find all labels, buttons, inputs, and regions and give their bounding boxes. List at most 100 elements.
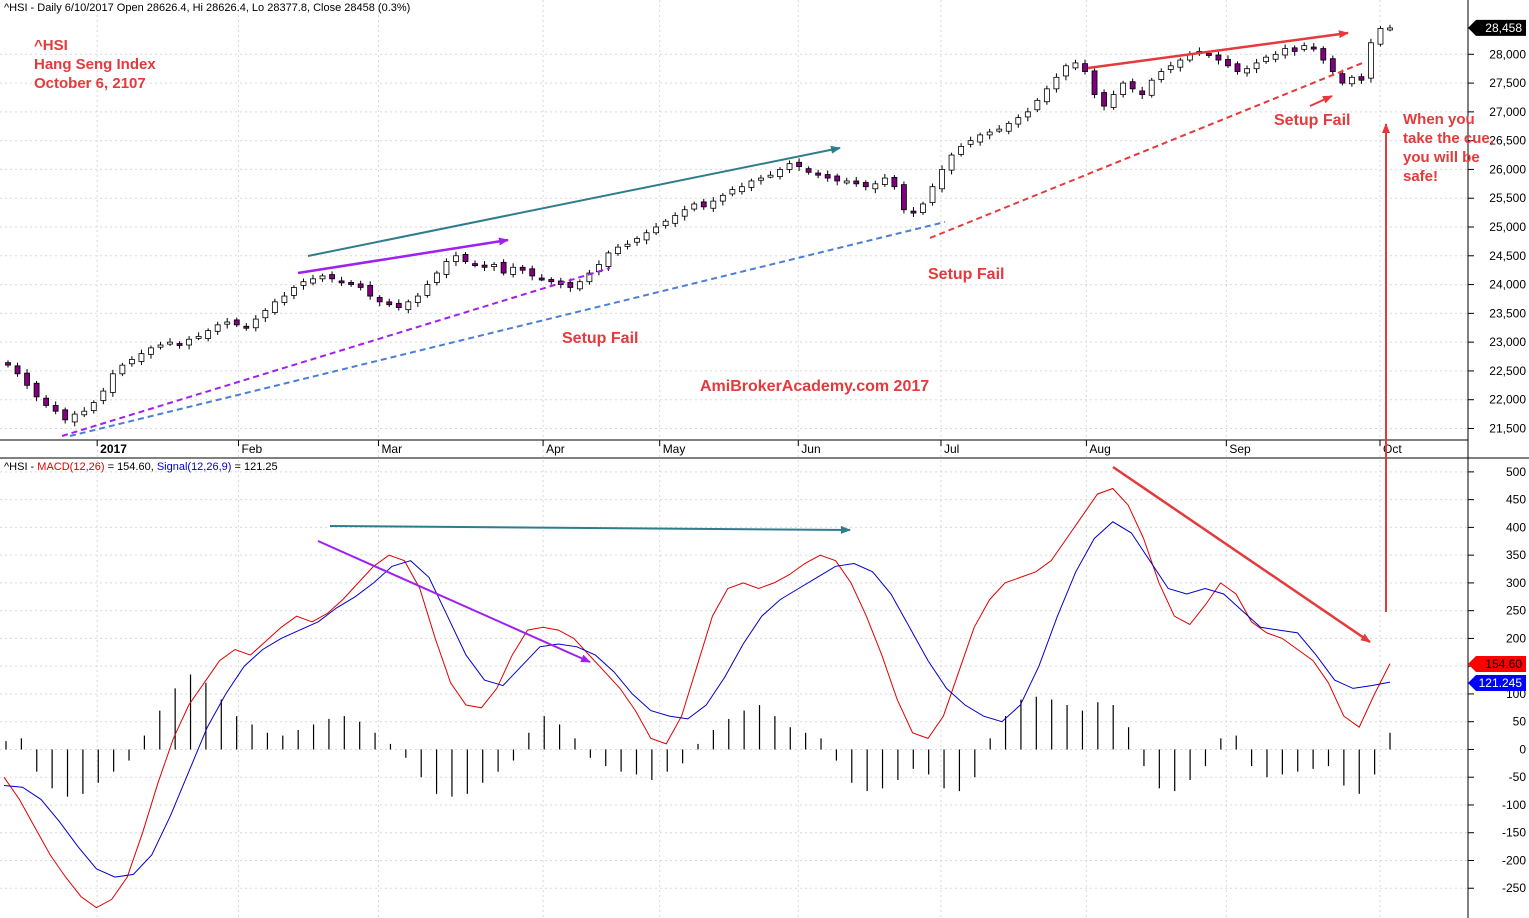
last-value-labels: 28,458 154.60 121.245 bbox=[1468, 19, 1526, 691]
price-panel-header: ^HSI - Daily 6/10/2017 Open 28626.4, Hi … bbox=[4, 2, 411, 14]
signal-last-tag: 121.245 bbox=[1468, 675, 1526, 691]
trend-drawings bbox=[61, 30, 1390, 663]
candle-body bbox=[986, 131, 993, 136]
macd-last-tag-text: 154.60 bbox=[1485, 657, 1522, 671]
candle-body bbox=[1310, 46, 1317, 50]
candle-body bbox=[214, 324, 221, 332]
candle-body bbox=[1167, 65, 1174, 70]
macd-panel-header: ^HSI - MACD(12,26) = 154.60, Signal(12,2… bbox=[4, 461, 278, 473]
price-candles bbox=[5, 24, 1393, 427]
title-date: October 6, 2107 bbox=[34, 75, 146, 92]
watermark: AmiBrokerAcademy.com 2017 bbox=[700, 378, 930, 395]
candle-body bbox=[634, 238, 640, 243]
candle-body bbox=[443, 261, 450, 275]
candle-body bbox=[224, 321, 231, 325]
candle-body bbox=[1015, 117, 1022, 125]
macd-lines bbox=[3, 487, 1391, 909]
candle-body bbox=[758, 177, 764, 181]
setup-fail-label-2: Setup Fail bbox=[928, 266, 1005, 283]
red-trend-arrow-macd bbox=[1112, 465, 1371, 644]
candle-body bbox=[338, 280, 345, 284]
signal-last-tag-shape bbox=[1468, 675, 1526, 691]
candle-body bbox=[920, 203, 926, 214]
macd-tick-label: -50 bbox=[1509, 770, 1527, 784]
price-tick-label: 24,500 bbox=[1489, 249, 1526, 263]
candle-body bbox=[1244, 68, 1250, 74]
candle-body bbox=[519, 266, 526, 271]
red-trend-arrow-price bbox=[1087, 30, 1349, 70]
macd-tick-label: -100 bbox=[1502, 798, 1526, 812]
macd-tick-label: -250 bbox=[1502, 881, 1526, 895]
x-tick-label: May bbox=[663, 442, 686, 456]
candle-body bbox=[1272, 53, 1279, 60]
title-name: Hang Seng Index bbox=[34, 56, 156, 73]
candle-body bbox=[195, 335, 202, 339]
candle-body bbox=[1387, 27, 1393, 31]
candle-body bbox=[148, 347, 154, 355]
candle-body bbox=[748, 180, 755, 188]
candle-body bbox=[605, 252, 612, 267]
candle-body bbox=[662, 220, 669, 227]
purple-trend-arrow-macd bbox=[317, 540, 591, 663]
price-tick-label: 28,000 bbox=[1489, 47, 1526, 61]
candle-body bbox=[1091, 70, 1098, 95]
candle-body bbox=[1348, 76, 1355, 85]
title-block: ^HSI Hang Seng Index October 6, 2107 bbox=[34, 36, 156, 93]
cue-note-line-3: you will be bbox=[1403, 149, 1480, 166]
candle-body bbox=[186, 338, 192, 346]
candle-body bbox=[1377, 27, 1384, 45]
price-tick-label: 23,000 bbox=[1489, 335, 1526, 349]
candle-body bbox=[43, 397, 50, 406]
last-price-tag-shape bbox=[1468, 19, 1526, 36]
candle-body bbox=[376, 297, 383, 303]
candle-body bbox=[958, 146, 965, 155]
price-tick-label: 22,000 bbox=[1489, 393, 1526, 407]
candle-body bbox=[1206, 53, 1212, 56]
candle-body bbox=[910, 210, 917, 214]
macd-last-tag: 154.60 bbox=[1468, 656, 1526, 672]
candle-body bbox=[433, 272, 440, 283]
candle-body bbox=[929, 186, 936, 203]
candle-body bbox=[1043, 88, 1050, 103]
candle-body bbox=[300, 281, 307, 286]
candle-body bbox=[453, 255, 459, 262]
x-tick-label: Apr bbox=[546, 442, 565, 456]
candle-body bbox=[881, 177, 888, 185]
macd-tick-label: 50 bbox=[1513, 715, 1527, 729]
candle-body bbox=[491, 264, 497, 268]
setup-fail-pointer bbox=[1309, 95, 1333, 107]
candle-body bbox=[1291, 47, 1298, 52]
signal-header-label: Signal(12,26,9) bbox=[156, 461, 232, 473]
blue-dashed-support bbox=[69, 221, 946, 437]
candle-body bbox=[815, 172, 822, 176]
candle-body bbox=[1082, 63, 1088, 72]
candle-body bbox=[977, 134, 984, 143]
candle-body bbox=[710, 200, 717, 209]
candle-body bbox=[329, 274, 335, 280]
macd-header-value: = 154.60, bbox=[104, 461, 157, 473]
macd-tick-label: 300 bbox=[1506, 576, 1526, 590]
candle-body bbox=[262, 310, 269, 319]
last-price-tag-text: 28,458 bbox=[1485, 21, 1522, 35]
candle-body bbox=[586, 272, 593, 283]
candle-body bbox=[738, 186, 745, 193]
candle-body bbox=[424, 284, 431, 296]
candle-body bbox=[1234, 63, 1241, 72]
price-y-axis: 21,500 22,000 22,500 23,000 23,500 24,000 24,5… bbox=[1468, 47, 1526, 435]
macd-tick-label: 0 bbox=[1519, 742, 1526, 756]
candle-body bbox=[615, 246, 621, 254]
x-tick-label: Jul bbox=[944, 442, 959, 456]
teal-trend-arrow-macd bbox=[329, 525, 851, 534]
candle-body bbox=[824, 174, 831, 179]
candle-body bbox=[681, 209, 688, 217]
candle-body bbox=[834, 175, 841, 182]
candle-body bbox=[1139, 90, 1146, 95]
candle-body bbox=[414, 295, 421, 303]
candle-body bbox=[109, 373, 116, 393]
candle-body bbox=[805, 168, 812, 173]
candle-body bbox=[1358, 76, 1365, 81]
candle-body bbox=[624, 243, 631, 247]
candle-body bbox=[996, 128, 1003, 132]
candle-body bbox=[1120, 82, 1127, 95]
price-tick-label: 25,000 bbox=[1489, 220, 1526, 234]
